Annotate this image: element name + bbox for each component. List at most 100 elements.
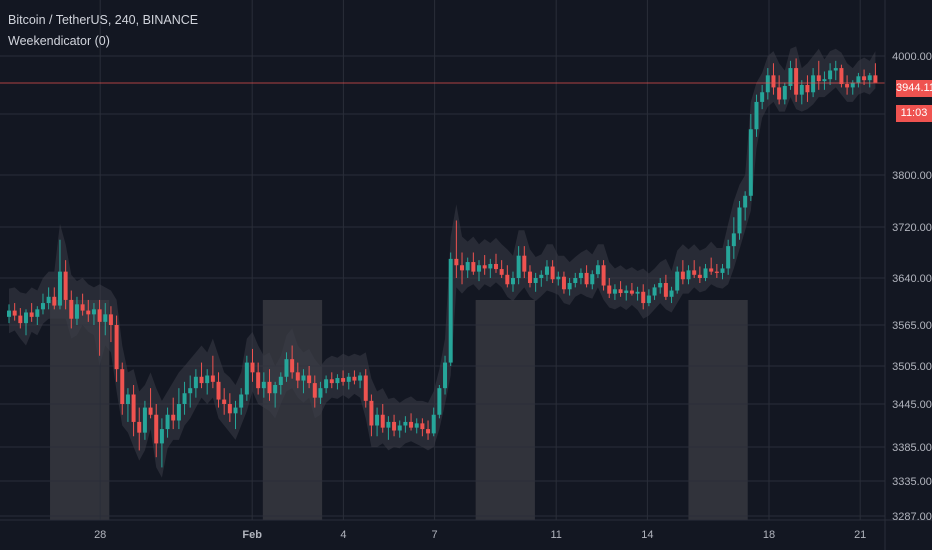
candle-body — [335, 378, 340, 384]
y-tick-label: 3720.00 — [892, 222, 932, 234]
candle-body — [544, 266, 549, 275]
x-tick-label: Feb — [242, 529, 262, 541]
candle-body — [595, 265, 600, 275]
candle-body — [460, 265, 465, 271]
candle-body — [465, 262, 470, 271]
candle-body — [148, 407, 153, 415]
y-tick-label: 3335.00 — [892, 476, 932, 488]
candle-body — [477, 265, 482, 272]
candle-body — [318, 388, 323, 398]
candle-body — [760, 92, 765, 102]
candle-body — [652, 287, 657, 296]
candle-body — [510, 278, 515, 285]
candle-body — [346, 376, 351, 382]
candle-body — [40, 303, 45, 310]
candle-body — [561, 276, 566, 290]
candle-body — [765, 75, 770, 93]
candle-body — [142, 407, 147, 433]
candle-body — [556, 276, 561, 280]
candle-body — [358, 375, 363, 381]
candle-body — [165, 414, 170, 430]
candle-body — [635, 291, 640, 294]
candle-body — [624, 290, 629, 294]
candle-body — [431, 414, 436, 434]
candle-body — [601, 265, 606, 286]
candle-body — [23, 312, 28, 324]
candle-body — [420, 423, 425, 430]
candle-body — [505, 274, 510, 285]
candle-body — [403, 421, 408, 426]
symbol-title[interactable]: Bitcoin / TetherUS, 240, BINANCE — [8, 13, 199, 27]
candle-body — [375, 414, 380, 426]
candle-body — [493, 263, 498, 270]
candle-body — [850, 82, 855, 88]
candle-body — [108, 314, 113, 325]
candle-body — [80, 304, 85, 311]
band-area — [9, 46, 876, 478]
candle-body — [454, 258, 459, 266]
candle-body — [788, 68, 793, 86]
candle-body — [227, 404, 232, 414]
candle-body — [12, 310, 17, 316]
candle-body — [641, 291, 646, 304]
candle-body — [267, 381, 272, 394]
candle-body — [686, 270, 691, 280]
candle-body — [816, 75, 821, 82]
candle-body — [833, 68, 838, 71]
candle-body — [822, 79, 827, 82]
candle-body — [669, 290, 674, 297]
y-tick-label: 3385.00 — [892, 442, 932, 454]
candle-body — [18, 315, 23, 324]
candle-body — [697, 274, 702, 278]
candle-body — [578, 272, 583, 278]
candle-body — [256, 372, 261, 389]
candle-body — [612, 289, 617, 294]
candle-body — [295, 372, 300, 381]
candle-body — [57, 271, 62, 306]
candle-body — [618, 289, 623, 294]
candle-body — [120, 369, 125, 404]
candle-body — [261, 381, 266, 389]
candle-body — [573, 278, 578, 284]
candle-body — [867, 75, 872, 81]
candle-body — [737, 207, 742, 234]
candle-body — [125, 394, 130, 404]
candle-body — [629, 290, 634, 294]
candle-body — [658, 283, 663, 288]
candle-body — [584, 272, 589, 285]
candle-body — [341, 378, 346, 382]
candle-body — [471, 262, 476, 272]
candle-body — [86, 310, 91, 315]
indicator-title[interactable]: Weekendicator (0) — [8, 34, 110, 48]
candle-body — [250, 362, 255, 373]
candle-body — [159, 429, 164, 444]
candle-body — [663, 283, 668, 297]
candle-body — [239, 394, 244, 408]
candle-body — [443, 362, 448, 389]
candle-body — [205, 375, 210, 384]
candle-body — [176, 404, 181, 421]
candle-body — [799, 85, 804, 95]
weekend-shade — [475, 300, 535, 520]
x-tick-label: 14 — [641, 529, 653, 541]
y-tick-label: 3505.00 — [892, 361, 932, 373]
candle-body — [307, 375, 312, 384]
candle-body — [692, 270, 697, 275]
x-tick-label: 4 — [340, 529, 346, 541]
candle-body — [290, 359, 295, 373]
candle-body — [52, 296, 57, 306]
y-tick-label: 4000.00 — [892, 51, 932, 63]
candle-body — [103, 314, 108, 322]
y-tick-label: 3445.00 — [892, 399, 932, 411]
candle-body — [329, 379, 334, 384]
candle-body — [210, 375, 215, 382]
candle-body — [522, 255, 527, 272]
candle-body — [703, 268, 708, 278]
candle-body — [499, 269, 504, 275]
y-tick-label: 3287.00 — [892, 511, 932, 523]
candle-body — [216, 381, 221, 400]
candle-body — [675, 271, 680, 291]
candle-body — [533, 278, 538, 284]
candle-body — [284, 359, 289, 377]
